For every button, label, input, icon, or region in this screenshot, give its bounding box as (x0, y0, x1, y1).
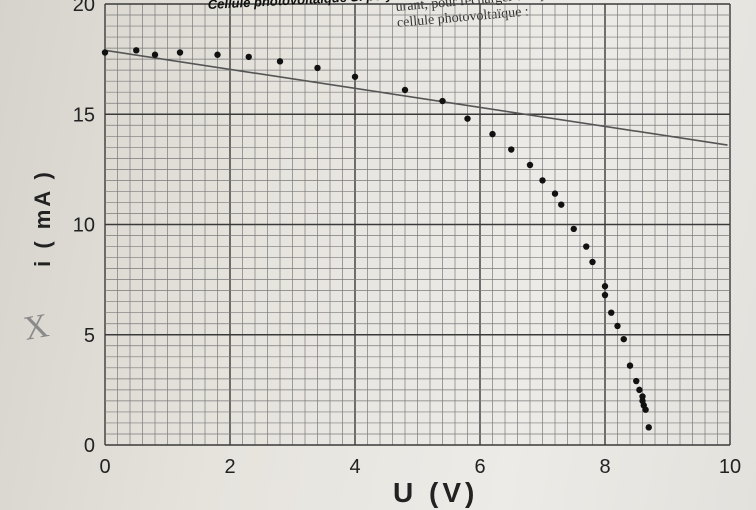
grid (104, 3, 731, 446)
y-tick-label: 0 (84, 435, 95, 457)
data-point (133, 47, 140, 54)
data-point (601, 283, 609, 290)
x-tick-label: 0 (99, 456, 110, 478)
x-tick-label: 6 (474, 456, 485, 478)
data-point (639, 393, 646, 400)
y-axis-label: i ( mA ) (30, 169, 55, 267)
x-tick-label: 8 (599, 456, 610, 478)
data-point (558, 201, 565, 208)
data-point (642, 406, 649, 413)
data-point (508, 146, 515, 153)
data-point (526, 161, 534, 169)
data-point (539, 177, 546, 184)
data-point (551, 190, 559, 197)
x-tick-label: 2 (224, 456, 235, 478)
x-axis-label: U (V) (393, 477, 478, 508)
data-point (626, 362, 634, 369)
y-tick-labels: 0 5 10 15 20 (73, 0, 95, 457)
data-point (151, 51, 159, 58)
data-point (570, 225, 577, 233)
reference-line (104, 49, 728, 146)
x-tick-label: 10 (719, 456, 741, 478)
data-point (214, 51, 221, 58)
data-point (608, 309, 615, 316)
data-points (101, 47, 652, 431)
data-point (589, 258, 596, 266)
data-point (620, 335, 627, 343)
y-tick-label: 10 (73, 215, 95, 237)
data-point (314, 64, 321, 72)
data-point (401, 86, 409, 94)
data-point (645, 424, 652, 431)
data-point (489, 130, 496, 138)
data-point (601, 291, 609, 299)
x-tick-labels: 0 2 4 6 8 10 (99, 456, 741, 478)
data-point (614, 322, 621, 330)
data-point (176, 49, 184, 56)
x-tick-label: 4 (349, 456, 360, 478)
y-tick-label: 5 (84, 325, 95, 347)
data-point (276, 58, 284, 65)
y-tick-label: 20 (73, 0, 95, 16)
data-point (636, 386, 643, 394)
data-point (351, 73, 359, 80)
data-point (101, 49, 109, 56)
data-point (633, 377, 640, 385)
data-point (583, 243, 590, 250)
y-tick-label: 15 (73, 104, 95, 126)
pencil-mark: X (21, 307, 52, 348)
data-point (245, 53, 252, 61)
data-point (439, 97, 446, 105)
data-point (464, 115, 471, 122)
